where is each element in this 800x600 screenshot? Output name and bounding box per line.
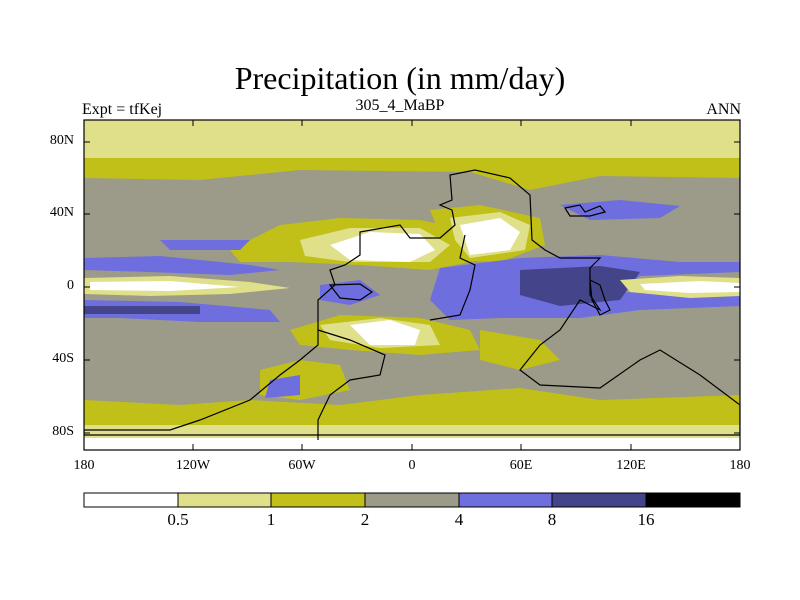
colorbar-box-5: [551, 492, 647, 508]
y-tick-label: 0: [67, 278, 74, 293]
x-tick-label: 180: [729, 458, 751, 473]
y-tick-label: 80S: [52, 424, 74, 439]
x-tick-label: 180: [73, 458, 95, 473]
colorbar-box-1: [177, 492, 272, 508]
colorbar-level-label: 0.5: [167, 510, 189, 529]
y-tick-label: 40N: [49, 205, 74, 220]
colorbar-level-label: 4: [454, 510, 464, 529]
colorbar-box-3: [364, 492, 460, 508]
x-tick-label: 120W: [175, 458, 211, 473]
colorbar-level-label: 16: [637, 510, 655, 529]
colorbar-box-2: [270, 492, 366, 508]
colorbar-level-label: 8: [547, 510, 557, 529]
map-title: Precipitation (in mm/day): [234, 60, 566, 96]
y-tick-label: 80N: [49, 133, 74, 148]
y-tick-label: 40S: [52, 351, 74, 366]
axis-ticks: [84, 120, 740, 450]
colorbar-level-label: 2: [360, 510, 370, 529]
experiment-label: Expt = tfKej: [82, 101, 163, 118]
x-tick-label: 120E: [616, 458, 646, 473]
colorbar-level-label: 1: [266, 510, 276, 529]
colorbar-box-4: [458, 492, 553, 508]
period-label: 305_4_MaBP: [355, 97, 445, 114]
colorbar: [83, 492, 741, 508]
precip-contours: [84, 120, 740, 450]
x-tick-label: 60W: [288, 458, 316, 473]
colorbar-box-0: [83, 492, 179, 508]
season-label: ANN: [706, 101, 741, 118]
x-tick-label: 60E: [509, 458, 533, 473]
colorbar-box-6: [645, 492, 741, 508]
x-tick-label: 0: [408, 458, 416, 473]
